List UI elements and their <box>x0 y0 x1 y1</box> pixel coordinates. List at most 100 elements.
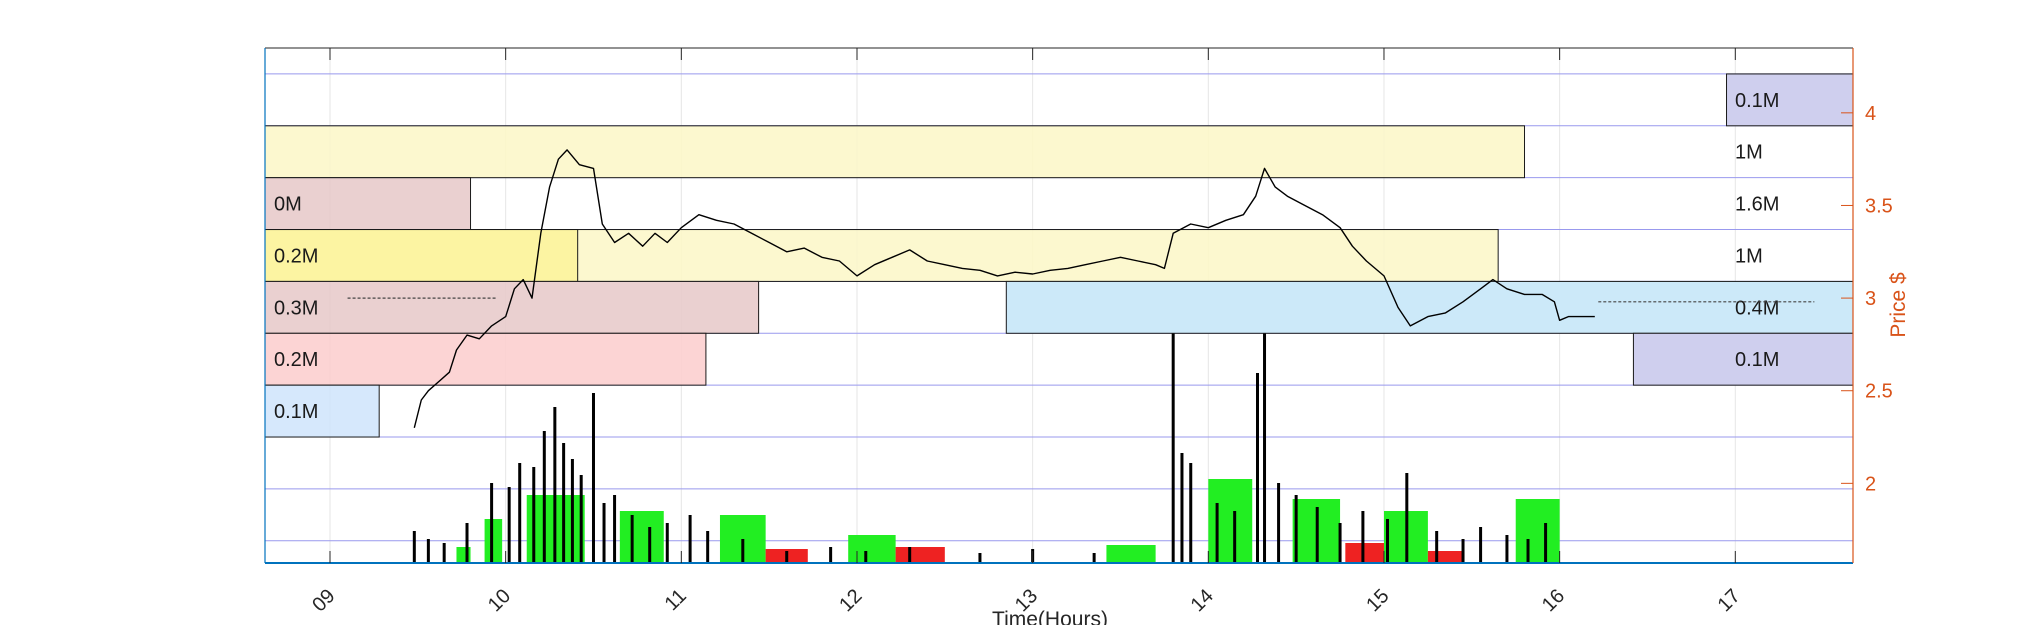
volume-profile-label: 0M <box>274 194 302 216</box>
volume-profile-bar <box>264 177 472 231</box>
volume-spike-bar <box>465 523 469 563</box>
volume-spike-bar <box>579 475 583 563</box>
volume-spike-bar <box>1526 539 1530 563</box>
volume-bars <box>412 293 1560 563</box>
volume-spike-bar <box>490 483 494 563</box>
volume-spike-bar <box>688 515 692 563</box>
x-tick-label: 10 <box>484 585 515 616</box>
volume-down-bar <box>895 547 945 563</box>
x-tick-label: 15 <box>1362 585 1393 616</box>
volume-spike-bar <box>1092 553 1096 563</box>
y-right-tick-labels: 2 2.5 3 3.5 4 <box>1865 103 1893 496</box>
y-tick-label: 4 <box>1865 103 1876 125</box>
volume-spike-bar <box>1180 453 1184 563</box>
volume-spike-bar <box>562 443 566 563</box>
y-right-axis-label: Price $ <box>1887 272 1910 338</box>
volume-spike-bar <box>1435 531 1439 563</box>
volume-profile-label: 0.1M <box>1735 90 1779 112</box>
volume-spike-bar <box>1233 511 1237 563</box>
volume-profile: 0M 0.2M 0.3M 0.2M 0.1M 0.1M 1M 1.6M 1M 0.4M 0.1M <box>264 73 1854 438</box>
volume-profile-bar <box>264 384 380 438</box>
volume-spike-bar <box>1338 523 1342 563</box>
volume-spike-bar <box>1294 495 1298 563</box>
volume-spike-bar <box>829 547 833 563</box>
volume-spike-bar <box>1189 463 1193 563</box>
volume-spike-bar <box>1479 527 1483 563</box>
volume-down-bar <box>1427 551 1464 563</box>
volume-up-bar <box>484 519 503 563</box>
y-tick-label: 2.5 <box>1865 381 1893 403</box>
volume-spike-bar <box>1263 293 1267 563</box>
volume-profile-label: 0.2M <box>274 349 318 371</box>
volume-spike-bar <box>1215 503 1219 563</box>
volume-spike-bar <box>591 393 595 563</box>
volume-spike-bar <box>1256 373 1259 563</box>
volume-profile-bar <box>264 125 1526 179</box>
volume-spike-bar <box>507 487 511 563</box>
volume-spike-bar <box>1277 483 1281 563</box>
volume-spike-bar <box>908 547 912 563</box>
volume-spike-bar <box>1505 535 1509 563</box>
volume-up-bar <box>1106 545 1156 563</box>
x-tick-label: 11 <box>661 585 691 615</box>
volume-profile-label: 1.6M <box>1735 194 1779 216</box>
volume-profile-label: 0.1M <box>1735 349 1779 371</box>
volume-up-bar <box>619 511 664 563</box>
volume-spike-bar <box>553 407 557 563</box>
volume-spike-bar <box>1461 539 1465 563</box>
volume-profile-label: 0.1M <box>274 401 318 423</box>
y-tick-label: 2 <box>1865 473 1876 495</box>
volume-profile-bar <box>264 280 760 334</box>
volume-spike-bar <box>978 553 982 563</box>
volume-profile-label: 0.3M <box>274 297 318 319</box>
volume-spike-bar <box>570 459 574 563</box>
y-tick-label: 3 <box>1865 288 1876 310</box>
volume-spike-bar <box>602 503 606 563</box>
volume-spike-bar <box>1315 507 1319 563</box>
volume-profile-bar <box>264 229 579 282</box>
volume-spike-bar <box>1405 473 1409 563</box>
volume-profile-bar <box>1005 280 1854 334</box>
volume-spike-bar <box>648 527 652 563</box>
volume-profile-bar <box>264 332 707 386</box>
x-tick-label: 12 <box>835 585 866 616</box>
axes <box>264 47 1854 564</box>
volume-profile-bar <box>1632 332 1854 386</box>
volume-spike-bar <box>864 551 868 563</box>
volume-profile-label: 0.4M <box>1735 297 1779 319</box>
volume-profile-label: 0.2M <box>274 245 318 267</box>
volume-spike-bar <box>518 463 522 563</box>
volume-spike-bar <box>532 467 536 563</box>
volume-spike-bar <box>1385 519 1389 563</box>
volume-spike-bar <box>741 539 745 563</box>
volume-spike-bar <box>1544 523 1548 563</box>
volume-profile-label: 1M <box>1735 245 1763 267</box>
x-axis-label: Time(Hours) <box>992 608 1108 625</box>
price-line <box>413 149 1595 428</box>
y-tick-label: 3.5 <box>1865 195 1893 217</box>
volume-spike-bar <box>630 515 634 563</box>
volume-spike-bar <box>613 495 617 563</box>
volume-spike-bar <box>412 531 416 563</box>
volume-down-bar <box>1345 543 1384 563</box>
price-series <box>347 149 1815 428</box>
volume-profile-bar <box>1726 73 1854 127</box>
volume-up-bar <box>1208 479 1253 563</box>
volume-up-bar <box>848 535 896 563</box>
volume-spike-bar <box>1361 511 1365 563</box>
x-tick-label: 09 <box>308 585 339 616</box>
x-tick-label: 16 <box>1538 585 1569 616</box>
x-tick-label: 14 <box>1187 585 1218 616</box>
volume-spike-bar <box>426 539 430 563</box>
volume-spike-bar <box>542 431 546 563</box>
volume-spike-bar <box>785 551 789 563</box>
x-tick-label: 17 <box>1714 585 1745 616</box>
volume-spike-bar <box>442 543 446 563</box>
volume-profile-label: 1M <box>1735 142 1763 164</box>
volume-spike-bar <box>665 523 669 563</box>
volume-spike-bar <box>706 531 710 563</box>
volume-spike-bar <box>1171 293 1175 563</box>
volume-up-bar <box>1515 499 1560 563</box>
